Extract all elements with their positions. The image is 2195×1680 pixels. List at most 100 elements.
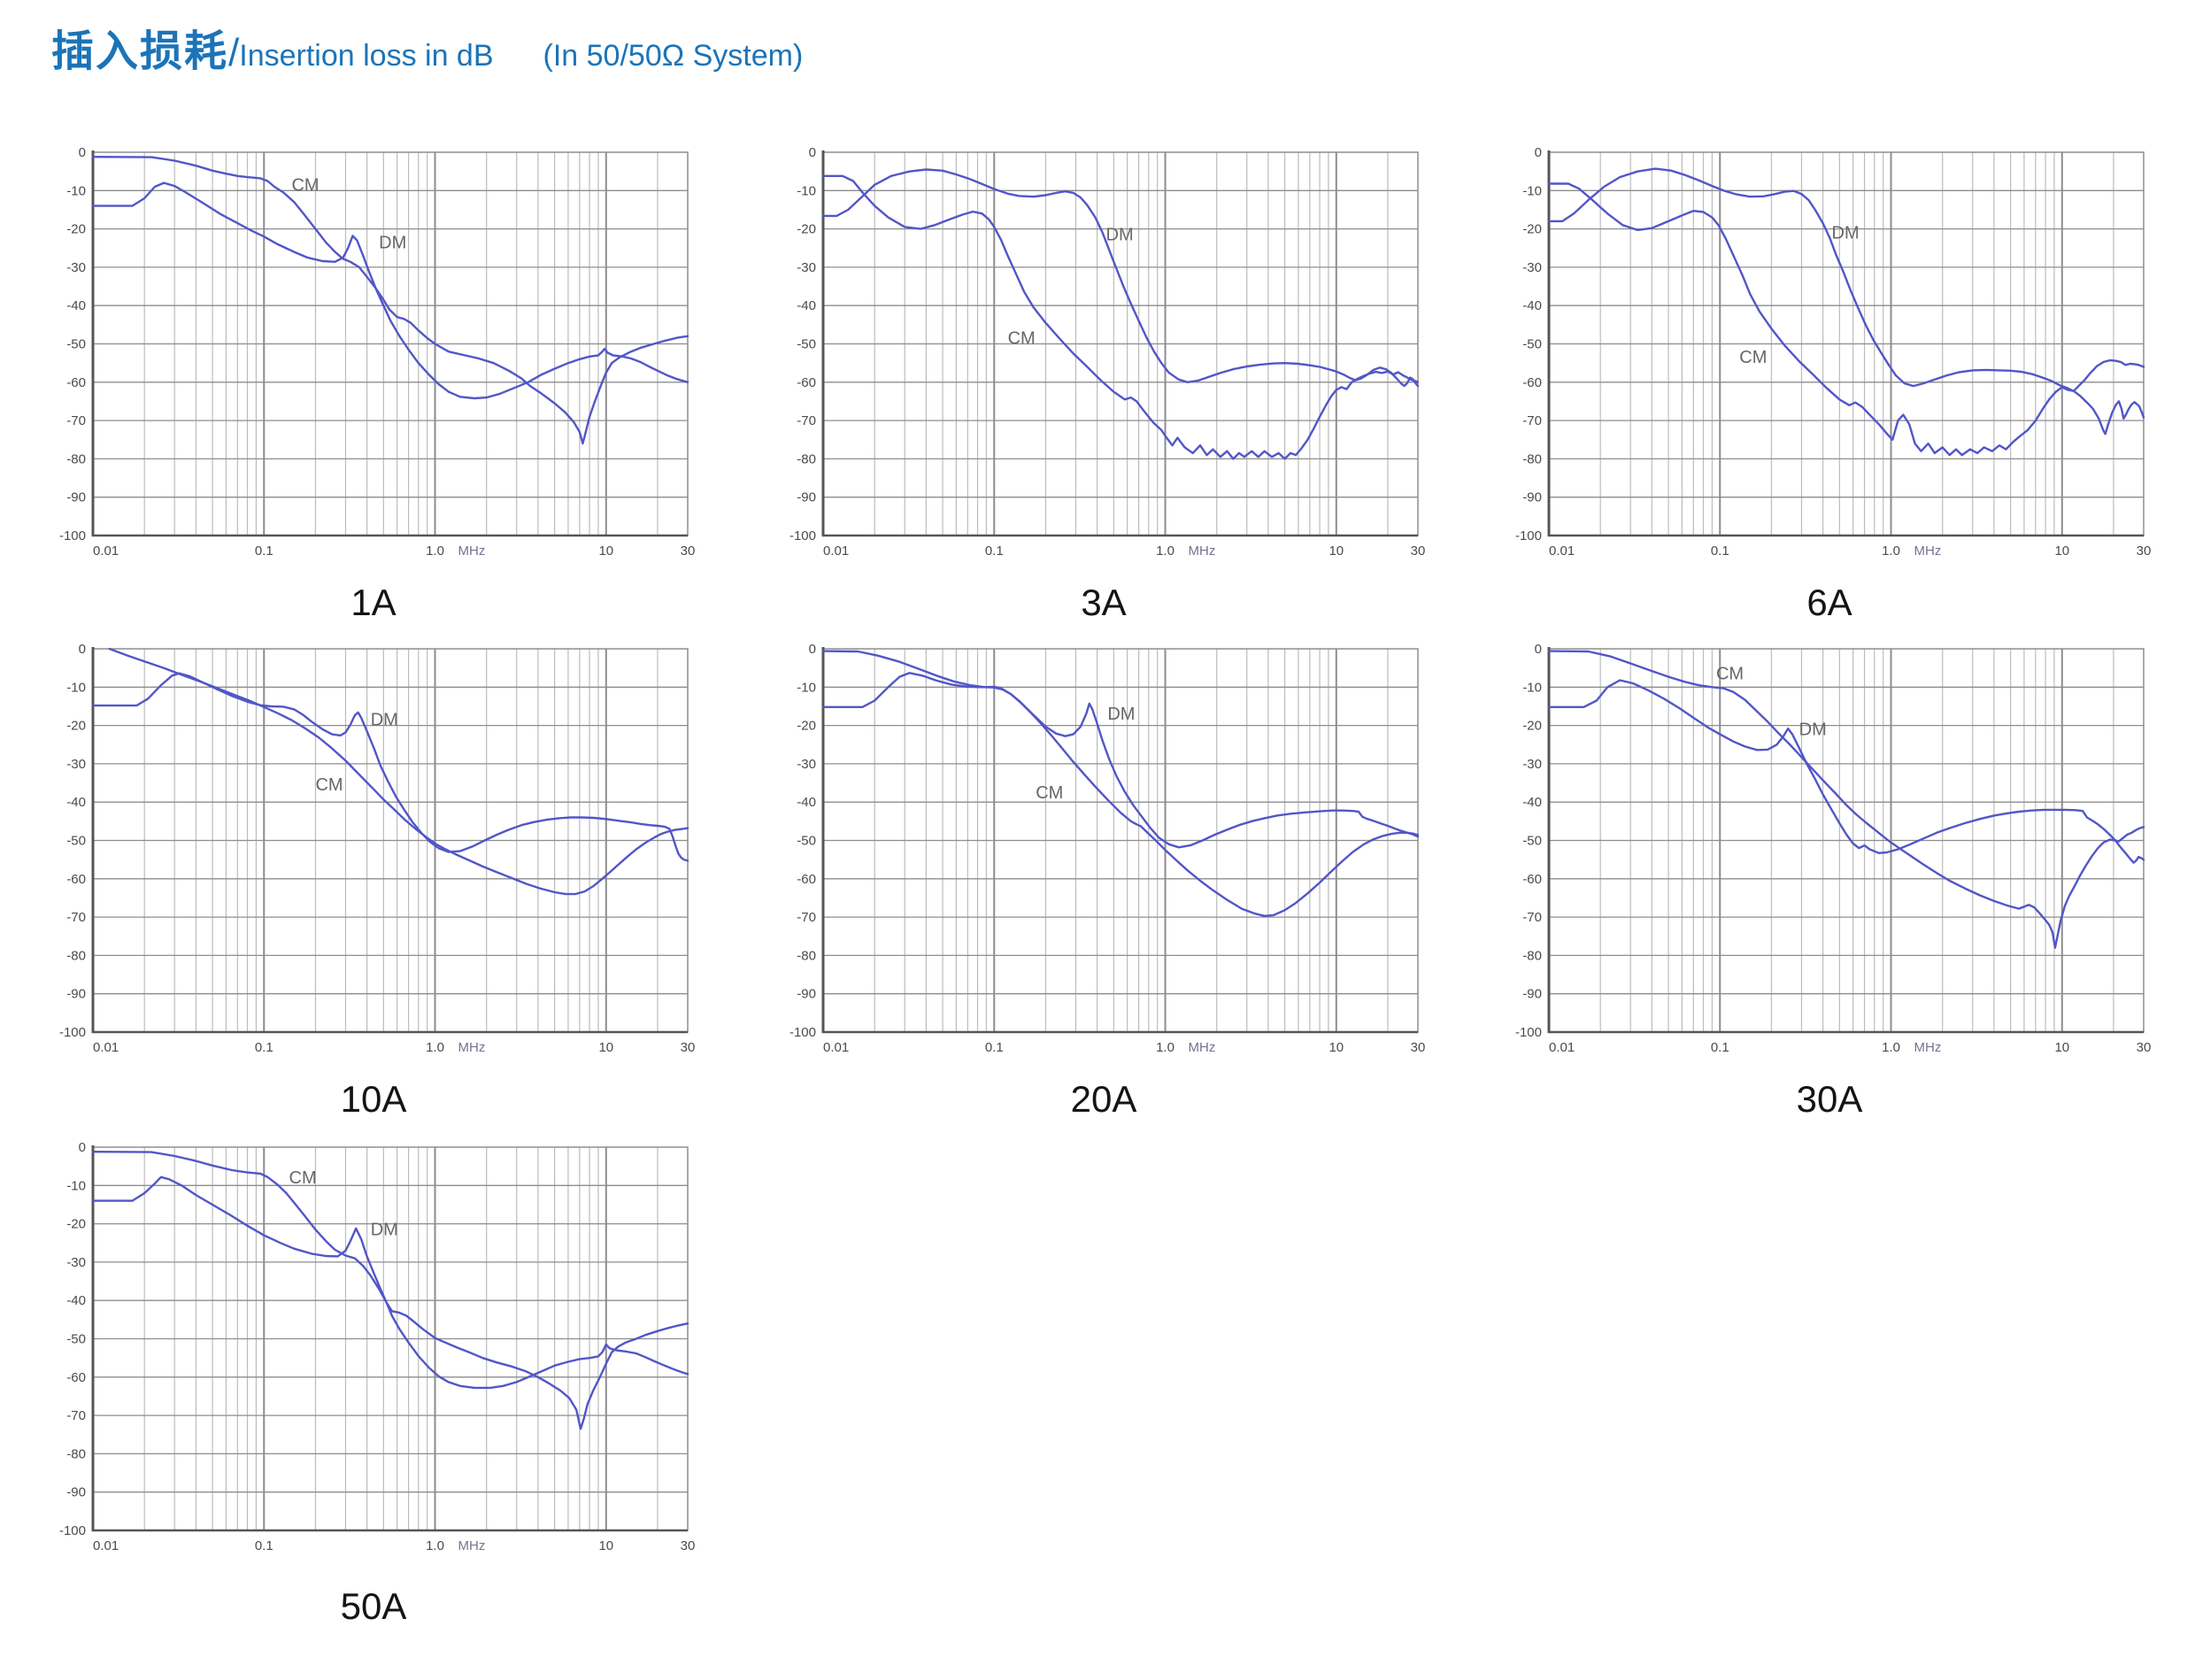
y-tick-label: -80 — [1522, 948, 1542, 963]
y-tick-label: 0 — [809, 642, 816, 657]
x-tick-label: 0.1 — [985, 1040, 1004, 1055]
y-tick-label: -20 — [797, 222, 816, 237]
dm-curve-label: DM — [1799, 720, 1827, 739]
cm-curve-label: CM — [1008, 329, 1036, 349]
x-tick-label: 0.01 — [823, 543, 849, 559]
page-title-slash: / — [228, 31, 240, 74]
cm-curve-label: CM — [291, 175, 319, 195]
y-tick-label: -10 — [66, 680, 86, 695]
x-tick-label: 10 — [598, 543, 613, 559]
x-tick-label: 1.0 — [426, 1538, 444, 1553]
chart-6a: 0 -10 -20 -30 -40 -50 -60 -70 -80 -90 -100 0.01 0.1 1… — [1501, 140, 2158, 623]
dm-curve-label: DM — [371, 711, 398, 730]
chart-title-30a: 30A — [1796, 1078, 1863, 1120]
x-tick-label: 0.01 — [93, 1538, 119, 1553]
y-tick-label: 0 — [79, 642, 86, 657]
y-tick-label: -30 — [66, 260, 86, 275]
y-tick-label: -40 — [66, 298, 86, 313]
y-tick-label: -80 — [66, 451, 86, 466]
cm-curve-label: CM — [315, 775, 343, 795]
y-tick-label: -60 — [1522, 375, 1542, 390]
dm-curve-label: DM — [371, 1221, 398, 1240]
y-tick-label: -90 — [66, 490, 86, 505]
y-tick-label: -60 — [66, 375, 86, 390]
chart-title-10a: 10A — [340, 1078, 407, 1120]
x-tick-label: 0.01 — [93, 1040, 119, 1055]
y-tick-label: -90 — [797, 490, 816, 505]
x-tick-label: 30 — [1411, 1040, 1426, 1055]
y-tick-label: -40 — [66, 795, 86, 810]
x-tick-label: 10 — [598, 1538, 613, 1553]
y-tick-label: -80 — [797, 948, 816, 963]
x-axis-unit-label: MHz — [458, 1040, 486, 1055]
cm-curve — [91, 1151, 689, 1430]
y-tick-label: -40 — [797, 795, 816, 810]
chart-title-6a: 6A — [1806, 582, 1852, 623]
cm-curve-label: CM — [1716, 665, 1744, 684]
y-tick-label: -30 — [1522, 757, 1542, 772]
y-tick-label: -80 — [66, 948, 86, 963]
chart-title-3a: 3A — [1081, 582, 1127, 623]
dm-curve-label: DM — [1106, 226, 1134, 245]
chart-1a: 0 -10 -20 -30 -40 -50 -60 -70 -80 -90 -100 0.01 0.1 1… — [45, 140, 702, 623]
y-tick-label: -80 — [1522, 451, 1542, 466]
cm-curve — [1547, 650, 2145, 949]
dm-curve — [1547, 679, 2145, 864]
page-title-system: (In 50/50Ω System) — [543, 39, 804, 73]
dm-curve — [91, 181, 689, 400]
chart-plot-3a: 0 -10 -20 -30 -40 -50 -60 -70 -80 -90 -100 0.01 0.1 1… — [789, 145, 1426, 559]
x-axis-unit-label: MHz — [1914, 543, 1942, 559]
y-tick-label: -100 — [1515, 528, 1542, 543]
x-tick-label: 0.1 — [1711, 543, 1729, 559]
chart-plot-30a: 0 -10 -20 -30 -40 -50 -60 -70 -80 -90 -100 0.01 0.1 1… — [1515, 642, 2151, 1055]
y-tick-label: -50 — [797, 834, 816, 849]
y-tick-label: -60 — [797, 375, 816, 390]
x-tick-label: 0.01 — [1549, 1040, 1575, 1055]
dm-curve-label: DM — [1832, 223, 1860, 243]
x-tick-label: 30 — [681, 543, 696, 559]
x-tick-label: 0.1 — [1711, 1040, 1729, 1055]
y-tick-label: -10 — [66, 183, 86, 198]
dm-curve — [91, 1175, 689, 1390]
x-tick-label: 30 — [2137, 543, 2152, 559]
x-tick-label: 0.1 — [985, 543, 1004, 559]
y-tick-label: -70 — [797, 910, 816, 925]
chart-10a: 0 -10 -20 -30 -40 -50 -60 -70 -80 -90 -100 0.01 0.1 1… — [45, 636, 702, 1120]
y-tick-label: -10 — [797, 680, 816, 695]
x-tick-label: 1.0 — [426, 543, 444, 559]
y-tick-label: -70 — [1522, 910, 1542, 925]
x-tick-label: 1.0 — [1156, 1040, 1175, 1055]
chart-title-50a: 50A — [340, 1585, 407, 1627]
x-tick-label: 30 — [1411, 543, 1426, 559]
x-tick-label: 10 — [1329, 543, 1344, 559]
x-tick-label: 0.01 — [93, 543, 119, 559]
x-tick-label: 30 — [681, 1538, 696, 1553]
page-title-english: Insertion loss in dB — [239, 39, 494, 73]
y-tick-label: -40 — [66, 1293, 86, 1308]
chart-title-20a: 20A — [1070, 1078, 1137, 1120]
cm-curve — [108, 647, 689, 896]
y-tick-label: 0 — [79, 1140, 86, 1155]
chart-3a: 0 -10 -20 -30 -40 -50 -60 -70 -80 -90 -100 0.01 0.1 1… — [775, 140, 1432, 623]
y-tick-label: -20 — [66, 222, 86, 237]
y-tick-label: -50 — [797, 337, 816, 352]
y-tick-label: -90 — [66, 1485, 86, 1500]
y-tick-label: -50 — [66, 337, 86, 352]
y-tick-label: -90 — [797, 987, 816, 1002]
x-axis-unit-label: MHz — [1914, 1040, 1942, 1055]
y-tick-label: -70 — [66, 413, 86, 428]
cm-curve — [1547, 182, 2145, 457]
y-tick-label: -90 — [66, 987, 86, 1002]
dm-curve — [91, 672, 689, 862]
chart-plot-20a: 0 -10 -20 -30 -40 -50 -60 -70 -80 -90 -100 0.01 0.1 1… — [789, 642, 1426, 1055]
y-tick-label: -20 — [66, 719, 86, 734]
y-tick-label: -100 — [59, 1523, 86, 1538]
y-tick-label: -100 — [59, 1025, 86, 1040]
y-tick-label: -50 — [1522, 337, 1542, 352]
dm-curve — [821, 672, 1420, 849]
y-tick-label: -100 — [789, 1025, 816, 1040]
x-tick-label: 1.0 — [1882, 543, 1900, 559]
y-tick-label: 0 — [1535, 642, 1542, 657]
y-tick-label: 0 — [809, 145, 816, 160]
cm-curve-label: CM — [1036, 783, 1063, 803]
